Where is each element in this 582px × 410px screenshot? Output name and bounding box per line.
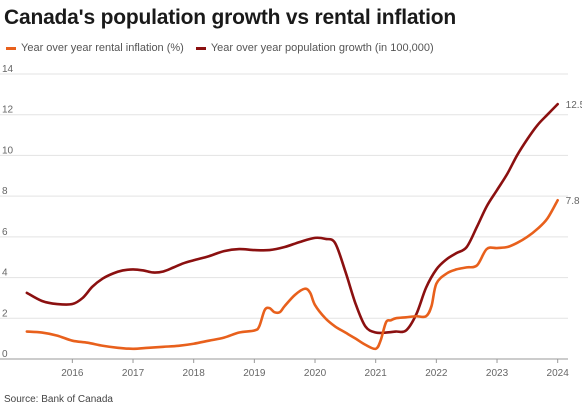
y-tick-label-2: 2	[2, 308, 8, 319]
y-tick-label-14: 14	[2, 64, 14, 75]
x-tick-label-2016: 2016	[61, 368, 84, 379]
series-line-population-growth	[25, 102, 559, 335]
y-tick-label-0: 0	[2, 349, 8, 360]
legend-item-population: Year over year population growth (in 100…	[195, 42, 434, 54]
legend-label-population: Year over year population growth (in 100…	[210, 42, 434, 54]
x-tick-label-2018: 2018	[183, 368, 206, 379]
source-note: Source: Bank of Canada	[4, 394, 113, 405]
x-tick-label-2024: 2024	[547, 368, 570, 379]
x-tick-label-2017: 2017	[122, 368, 145, 379]
y-tick-label-12: 12	[2, 105, 14, 116]
legend-swatch-population	[195, 46, 206, 50]
legend-swatch-rental	[6, 46, 16, 50]
x-tick-label-2020: 2020	[304, 368, 327, 379]
chart-title: Canada's population growth vs rental inf…	[4, 6, 456, 29]
x-tick-label-2023: 2023	[486, 368, 509, 379]
y-tick-label-10: 10	[2, 145, 14, 156]
x-tick-label-2021: 2021	[365, 368, 388, 379]
series-line-rental-inflation	[25, 198, 559, 351]
x-tick-label-2019: 2019	[243, 368, 266, 379]
y-tick-label-4: 4	[2, 268, 8, 279]
end-label-rental-inflation: 7.8	[566, 196, 580, 207]
legend: Year over year rental inflation (%) Year…	[6, 42, 446, 54]
legend-label-rental: Year over year rental inflation (%)	[21, 42, 184, 54]
legend-item-rental: Year over year rental inflation (%)	[6, 42, 184, 54]
y-tick-label-8: 8	[2, 186, 8, 197]
end-label-population-growth: 12.52	[566, 100, 582, 111]
y-tick-label-6: 6	[2, 227, 8, 238]
x-tick-label-2022: 2022	[425, 368, 448, 379]
